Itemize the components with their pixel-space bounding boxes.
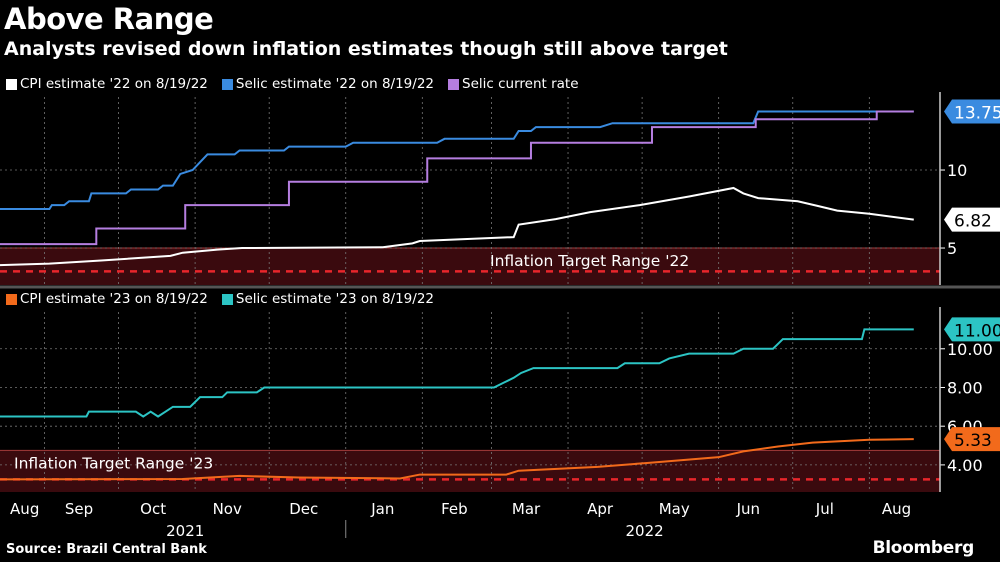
- band-label: Inflation Target Range '22: [490, 252, 689, 270]
- legend-label: Selic estimate '22 on 8/19/22: [235, 76, 434, 92]
- last-value-badge: [944, 99, 1000, 124]
- x-tick-label: May: [659, 500, 690, 518]
- bloomberg-logo: Bloomberg: [872, 538, 975, 558]
- series-line: [0, 438, 914, 481]
- series-line: [0, 110, 914, 211]
- legend-item: Selic estimate '22 on 8/19/22: [221, 76, 434, 92]
- x-tick-label: Aug: [10, 500, 39, 518]
- y-tick-label: 5: [947, 239, 957, 258]
- last-value-label: 13.75: [954, 104, 1000, 124]
- y-tick-label: 8.00: [947, 378, 983, 397]
- legend-label: CPI estimate '22 on 8/19/22: [20, 76, 208, 92]
- x-tick-label: Jun: [736, 500, 760, 518]
- y-tick-label: 10: [947, 161, 967, 180]
- legend-swatch: [221, 293, 233, 305]
- legend-item: Selic current rate: [448, 76, 579, 92]
- last-value-label: 5.33: [954, 431, 992, 451]
- source-note: Source: Brazil Central Bank: [6, 542, 207, 557]
- chart-title: Above Range: [4, 2, 214, 36]
- chart-subtitle: Analysts revised down inflation estimate…: [4, 38, 728, 60]
- target-range-band: [0, 450, 940, 492]
- last-value-label: 11.00: [954, 321, 1000, 341]
- x-tick-label: Mar: [512, 500, 541, 518]
- x-tick-label: Dec: [289, 500, 318, 518]
- legend-top: CPI estimate '22 on 8/19/22 Selic estima…: [6, 76, 579, 92]
- legend-item: CPI estimate '22 on 8/19/22: [6, 76, 208, 92]
- last-value-badge: [944, 317, 1000, 342]
- y-tick-label: 4.00: [947, 456, 983, 475]
- legend-swatch: [6, 293, 17, 305]
- legend-swatch: [221, 78, 233, 90]
- legend-swatch: [6, 78, 17, 90]
- x-tick-label: Nov: [213, 500, 242, 518]
- series-line: [0, 186, 914, 267]
- x-tick-label: Aug: [882, 500, 911, 518]
- legend-item: CPI estimate '23 on 8/19/22: [6, 291, 208, 307]
- legend-swatch: [448, 78, 459, 90]
- x-tick-label: Jul: [815, 500, 834, 518]
- last-value-badge: [944, 427, 1000, 452]
- x-tick-label: Sep: [65, 500, 93, 518]
- target-range-band: [0, 248, 940, 285]
- band-label: Inflation Target Range '23: [14, 454, 213, 472]
- legend-item: Selic estimate '23 on 8/19/22: [221, 291, 434, 307]
- x-year-label: 2022: [625, 522, 663, 540]
- series-line: [0, 110, 914, 246]
- x-tick-label: Apr: [587, 500, 614, 518]
- last-value-badge: [944, 207, 1000, 232]
- y-tick-label: 10.00: [947, 340, 993, 359]
- x-tick-label: Jan: [370, 500, 394, 518]
- legend-label: CPI estimate '23 on 8/19/22: [20, 291, 208, 307]
- x-tick-label: Oct: [140, 500, 166, 518]
- last-value-label: 6.82: [954, 212, 992, 232]
- legend-bottom: CPI estimate '23 on 8/19/22 Selic estima…: [6, 291, 434, 307]
- legend-label: Selic current rate: [462, 76, 579, 92]
- x-year-label: 2021: [166, 522, 204, 540]
- x-tick-label: Feb: [441, 500, 468, 518]
- series-line: [0, 328, 914, 418]
- legend-label: Selic estimate '23 on 8/19/22: [235, 291, 434, 307]
